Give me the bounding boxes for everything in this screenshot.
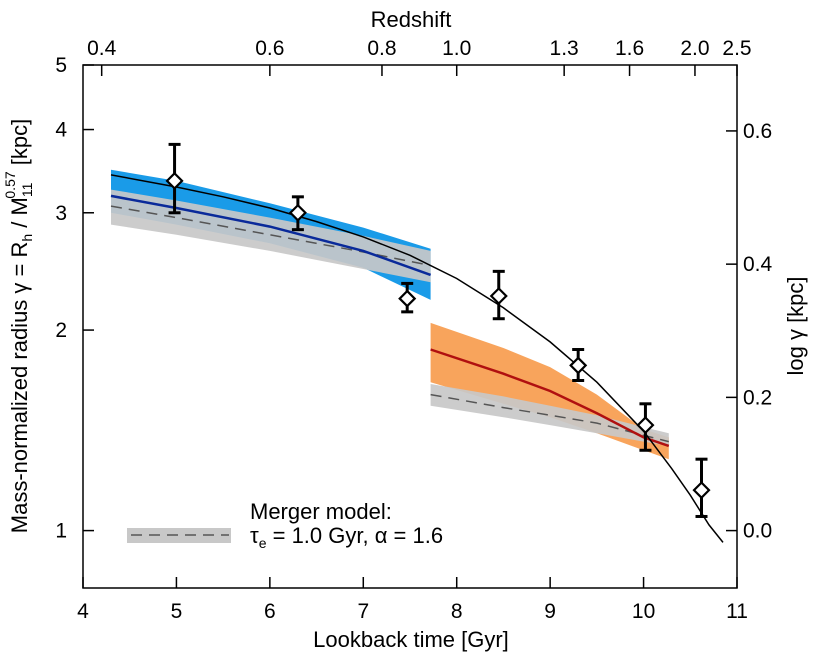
y-axis-title: Mass-normalized radius γ = Rh / M110.57 … xyxy=(2,119,35,533)
y-axis-title-end: [kpc] xyxy=(7,119,32,172)
data-point-5 xyxy=(636,402,655,452)
model-lines xyxy=(110,174,724,543)
x-tick-label: 9 xyxy=(544,600,556,623)
merger-line-low xyxy=(110,205,431,267)
legend-title: Merger model: xyxy=(250,499,392,524)
legend: Merger model: τe = 1.0 Gyr, α = 1.6 xyxy=(127,499,443,551)
legend-entry-tau: τ xyxy=(250,523,259,548)
top-tick-label: 2.5 xyxy=(722,37,751,60)
y-axis-title-sub-11: 11 xyxy=(19,182,35,197)
red-model-line xyxy=(430,348,670,448)
top-tick-label: 0.6 xyxy=(255,37,284,60)
plot-frame xyxy=(82,64,738,589)
x-tick-label: 7 xyxy=(357,600,369,623)
diamond-marker xyxy=(165,171,184,190)
data-point-1 xyxy=(288,195,307,232)
legend-swatch-band xyxy=(127,528,231,543)
y-tick-label: 4 xyxy=(55,119,67,142)
x-tick-label: 10 xyxy=(632,600,655,623)
y-axis-title-mid: / M xyxy=(7,197,32,234)
top-tick-label: 1.0 xyxy=(442,37,471,60)
diamond-marker xyxy=(288,203,307,222)
y-tick-label: 2 xyxy=(55,319,67,342)
grey-band-low xyxy=(111,189,431,283)
legend-entry-sub: e xyxy=(259,535,267,551)
data-points xyxy=(165,142,711,518)
diamond-marker xyxy=(489,286,508,306)
top-axis-title: Redshift xyxy=(371,7,452,32)
right-tick-label: 0.6 xyxy=(743,120,772,143)
fit-curve xyxy=(110,174,724,543)
x-tick-label: 5 xyxy=(171,600,183,623)
diamond-marker xyxy=(636,416,655,435)
top-tick-label: 1.6 xyxy=(615,37,644,60)
data-point-3 xyxy=(489,269,508,321)
right-tick-label: 0.0 xyxy=(743,520,772,543)
x-tick-label: 4 xyxy=(77,600,89,623)
top-tick-label: 2.0 xyxy=(680,37,709,60)
diamond-marker xyxy=(398,289,417,308)
legend-entry-rest: = 1.0 Gyr, α = 1.6 xyxy=(267,523,444,548)
y-tick-label: 1 xyxy=(55,520,67,543)
x-tick-label: 8 xyxy=(451,600,463,623)
right-tick-label: 0.2 xyxy=(743,386,772,409)
y-axis-title-main: Mass-normalized radius γ = R xyxy=(7,242,32,534)
right-axis-title: log γ [kpc] xyxy=(783,276,808,375)
blue-model-line xyxy=(110,194,432,277)
y-tick-label: 3 xyxy=(55,202,67,225)
data-point-6 xyxy=(692,457,711,518)
diamond-marker xyxy=(569,356,588,375)
top-tick-label: 1.3 xyxy=(550,37,579,60)
y-axis-title-sup: 0.57 xyxy=(2,171,18,198)
model-bands xyxy=(111,169,669,460)
top-tick-label: 0.8 xyxy=(367,37,396,60)
y-axis-title-sub-h: h xyxy=(19,234,35,242)
right-tick-label: 0.4 xyxy=(743,253,773,276)
y-tick-label: 5 xyxy=(55,54,67,77)
grey-band-high xyxy=(430,384,669,446)
top-tick-label: 0.4 xyxy=(87,37,117,60)
x-tick-label: 6 xyxy=(264,600,276,623)
data-point-0 xyxy=(165,142,184,215)
diamond-marker xyxy=(692,481,711,500)
data-point-2 xyxy=(398,281,417,314)
data-point-4 xyxy=(569,348,588,383)
x-axis-title: Lookback time [Gyr] xyxy=(313,627,509,652)
x-tick-label: 11 xyxy=(726,600,748,623)
legend-entry: τe = 1.0 Gyr, α = 1.6 xyxy=(250,523,443,551)
axis-ticks: 4 5 6 7 8 9 10 110.4 0.6 0.8 1.0 1.3 1.6 2.0 2.5123450… xyxy=(55,37,772,623)
